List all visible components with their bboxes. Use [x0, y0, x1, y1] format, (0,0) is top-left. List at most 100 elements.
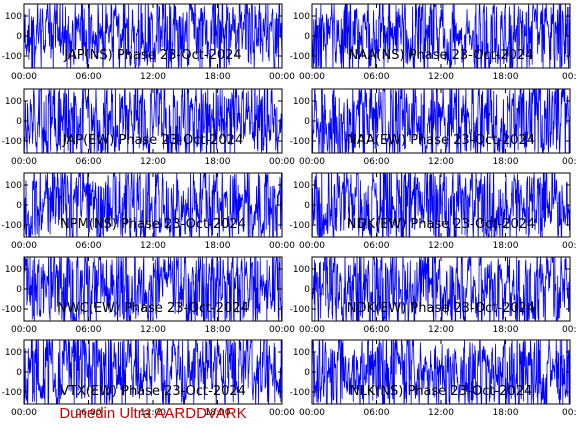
x-tick-label: 06:00 [76, 325, 102, 335]
y-tick-label: 100 [5, 265, 22, 275]
phase-trace [24, 89, 282, 153]
y-tick-label: 0 [304, 117, 310, 127]
panel-title: NWC(EW) Phase 23-Oct-2024 [57, 301, 249, 316]
x-tick-label: 18:00 [205, 408, 231, 418]
y-tick-label: 100 [5, 12, 22, 22]
panel-title: NAA(NS) Phase 23-Oct-2024 [349, 48, 534, 63]
x-tick-label: 06:00 [364, 157, 390, 167]
x-tick-label: 12:00 [428, 241, 454, 251]
x-tick-label: 00:00 [562, 157, 576, 167]
y-tick-label: 0 [16, 285, 22, 295]
x-tick-label: 00:00 [269, 157, 295, 167]
phase-trace [312, 173, 570, 237]
x-tick-label: 00:00 [269, 72, 295, 82]
x-tick-label: 12:00 [140, 325, 166, 335]
x-tick-label: 18:00 [493, 325, 519, 335]
y-tick-label: -100 [2, 137, 23, 147]
phase-trace [24, 173, 282, 237]
panel-title: NLK(NS) Phase 23-Oct-2024 [350, 384, 533, 399]
y-tick-label: 100 [5, 181, 22, 191]
x-tick-label: 12:00 [428, 408, 454, 418]
x-tick-label: 00:00 [11, 325, 37, 335]
y-tick-label: -100 [290, 221, 311, 231]
y-tick-label: -100 [290, 52, 311, 62]
phase-trace [24, 340, 282, 404]
x-tick-label: 06:00 [364, 241, 390, 251]
y-tick-label: -100 [290, 305, 311, 315]
x-tick-label: 00:00 [299, 325, 325, 335]
x-tick-label: 00:00 [562, 72, 576, 82]
x-tick-label: 06:00 [76, 408, 102, 418]
y-tick-label: -100 [2, 388, 23, 398]
x-tick-label: 00:00 [299, 408, 325, 418]
y-tick-label: 100 [293, 97, 310, 107]
phase-panel: 100 0 -100 00:00 06:00 12:00 18:00 00:00 NDK(EW)… [290, 256, 576, 335]
phase-trace [24, 4, 282, 68]
panel-title: NAA(EW) Phase 23-Oct-2024 [347, 133, 535, 148]
y-tick-label: 100 [293, 265, 310, 275]
x-tick-label: 18:00 [205, 157, 231, 167]
x-tick-label: 06:00 [76, 241, 102, 251]
x-tick-label: 12:00 [140, 157, 166, 167]
y-tick-label: 100 [5, 97, 22, 107]
x-tick-label: 00:00 [562, 241, 576, 251]
x-tick-label: 12:00 [428, 325, 454, 335]
x-tick-label: 12:00 [140, 408, 166, 418]
y-tick-label: 0 [16, 32, 22, 42]
footer-label: Dunedin Ultra AARDDVARK [59, 405, 247, 422]
x-tick-label: 18:00 [493, 157, 519, 167]
y-tick-label: -100 [2, 52, 23, 62]
phase-trace [312, 89, 570, 153]
x-tick-label: 00:00 [11, 408, 37, 418]
x-tick-label: 00:00 [11, 72, 37, 82]
y-tick-label: 0 [304, 285, 310, 295]
y-tick-label: 100 [293, 348, 310, 358]
y-tick-label: 0 [304, 368, 310, 378]
y-tick-label: 100 [293, 12, 310, 22]
x-tick-label: 00:00 [269, 408, 295, 418]
phase-panel: 100 0 -100 00:00 06:00 12:00 18:00 00:00 NAA(NS)… [290, 3, 576, 82]
x-tick-label: 06:00 [364, 325, 390, 335]
phase-panel: 100 0 -100 00:00 06:00 12:00 18:00 00:00 JAP(NS)… [2, 3, 295, 82]
x-tick-label: 12:00 [140, 72, 166, 82]
x-tick-label: 00:00 [562, 408, 576, 418]
x-tick-label: 00:00 [269, 325, 295, 335]
phase-panel: 100 0 -100 00:00 06:00 12:00 18:00 00:00 NWC(EW)… [2, 256, 295, 335]
x-tick-label: 00:00 [299, 72, 325, 82]
x-tick-label: 12:00 [140, 241, 166, 251]
x-tick-label: 18:00 [205, 241, 231, 251]
panel-title: JAP(NS) Phase 23-Oct-2024 [63, 48, 241, 63]
y-tick-label: -100 [2, 305, 23, 315]
y-tick-label: -100 [290, 137, 311, 147]
x-tick-label: 00:00 [269, 241, 295, 251]
x-tick-label: 06:00 [76, 157, 102, 167]
x-tick-label: 00:00 [562, 325, 576, 335]
phase-trace [312, 257, 570, 321]
x-tick-label: 18:00 [493, 241, 519, 251]
x-tick-label: 06:00 [364, 72, 390, 82]
panel-title: NPM(NS) Phase 23-Oct-2024 [60, 217, 246, 232]
y-tick-label: 100 [5, 348, 22, 358]
x-tick-label: 12:00 [428, 157, 454, 167]
panel-title: NDK(EW) Phase 23-Oct-2024 [347, 301, 535, 316]
panel-title: JAP(EW) Phase 23-Oct-2024 [62, 133, 243, 148]
phase-panel: 100 0 -100 00:00 06:00 12:00 18:00 00:00 JAP(EW)… [2, 88, 295, 167]
x-tick-label: 18:00 [205, 325, 231, 335]
y-tick-label: 0 [16, 117, 22, 127]
y-tick-label: 0 [304, 201, 310, 211]
phase-trace [24, 257, 282, 321]
panel-title: NDK(EW) Phase 23-Oct-2024 [347, 217, 535, 232]
phase-panel: 100 0 -100 00:00 06:00 12:00 18:00 00:00 NPM(NS)… [2, 172, 295, 251]
x-tick-label: 00:00 [11, 157, 37, 167]
phase-panel: 100 0 -100 00:00 06:00 12:00 18:00 00:00 NAA(EW)… [290, 88, 576, 167]
x-tick-label: 06:00 [364, 408, 390, 418]
y-tick-label: 0 [16, 368, 22, 378]
panel-title: VTX(EW) Phase 23-Oct-2024 [60, 384, 246, 399]
x-tick-label: 00:00 [299, 157, 325, 167]
x-tick-label: 12:00 [428, 72, 454, 82]
y-tick-label: 0 [16, 201, 22, 211]
y-tick-label: 0 [304, 32, 310, 42]
x-tick-label: 18:00 [493, 72, 519, 82]
x-tick-label: 06:00 [76, 72, 102, 82]
